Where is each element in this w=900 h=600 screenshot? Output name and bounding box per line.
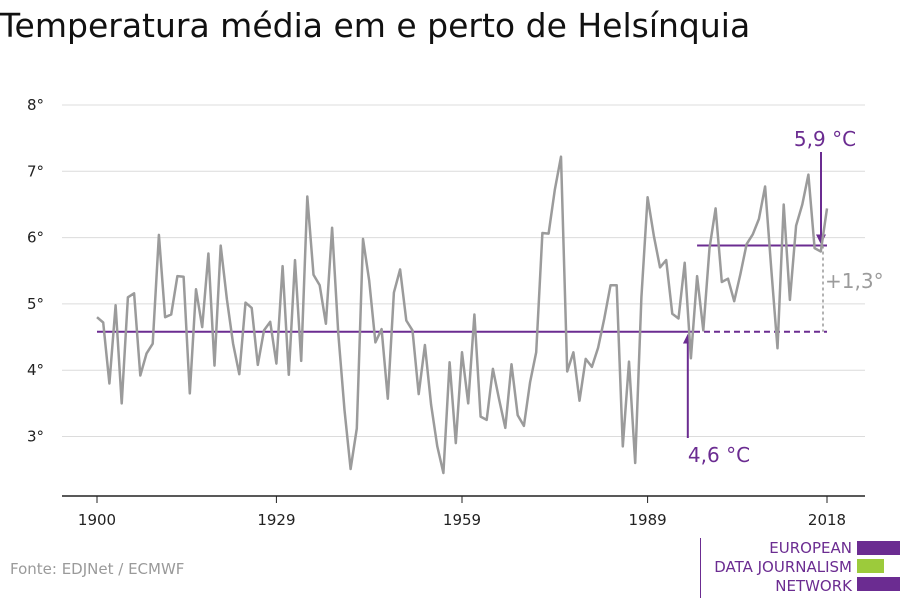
x-tick-label: 1929 — [257, 511, 295, 529]
axis-ticks: 8° 7° 6° 5° 4° 3° 1900 1929 1959 1989 2018 — [27, 96, 865, 529]
edjnet-logo: EUROPEAN DATA JOURNALISM NETWORK — [700, 538, 900, 598]
labels: 5,9 °C 4,6 °C +1,3° — [688, 127, 884, 467]
baseline-average-label: 4,6 °C — [688, 443, 750, 467]
difference-label: +1,3° — [825, 269, 884, 293]
temperature-series-line — [96, 155, 829, 475]
logo-bar-purple-1 — [857, 541, 900, 555]
x-tick-label: 1900 — [78, 511, 116, 529]
logo-bar-purple-2 — [857, 577, 900, 591]
annotations — [97, 152, 827, 438]
y-tick-label: 3° — [27, 428, 44, 446]
x-tick-label: 1989 — [628, 511, 666, 529]
grid-lines — [62, 104, 865, 437]
y-tick-label: 7° — [27, 162, 44, 180]
chart-title: Temperatura média em e perto de Helsínqu… — [0, 6, 751, 45]
source-note: Fonte: EDJNet / ECMWF — [10, 560, 185, 578]
series-layer — [96, 155, 829, 475]
logo-bar-green — [857, 559, 884, 573]
y-tick-label: 4° — [27, 361, 44, 379]
logo-line-3: NETWORK — [775, 577, 852, 595]
logo-line-2: DATA JOURNALISM — [714, 558, 852, 576]
x-tick-label: 1959 — [443, 511, 481, 529]
x-tick-label: 2018 — [808, 511, 846, 529]
y-tick-label: 6° — [27, 229, 44, 247]
logo-line-1: EUROPEAN — [769, 539, 852, 557]
recent-average-label: 5,9 °C — [794, 127, 856, 151]
y-tick-label: 8° — [27, 96, 44, 114]
y-tick-label: 5° — [27, 295, 44, 313]
